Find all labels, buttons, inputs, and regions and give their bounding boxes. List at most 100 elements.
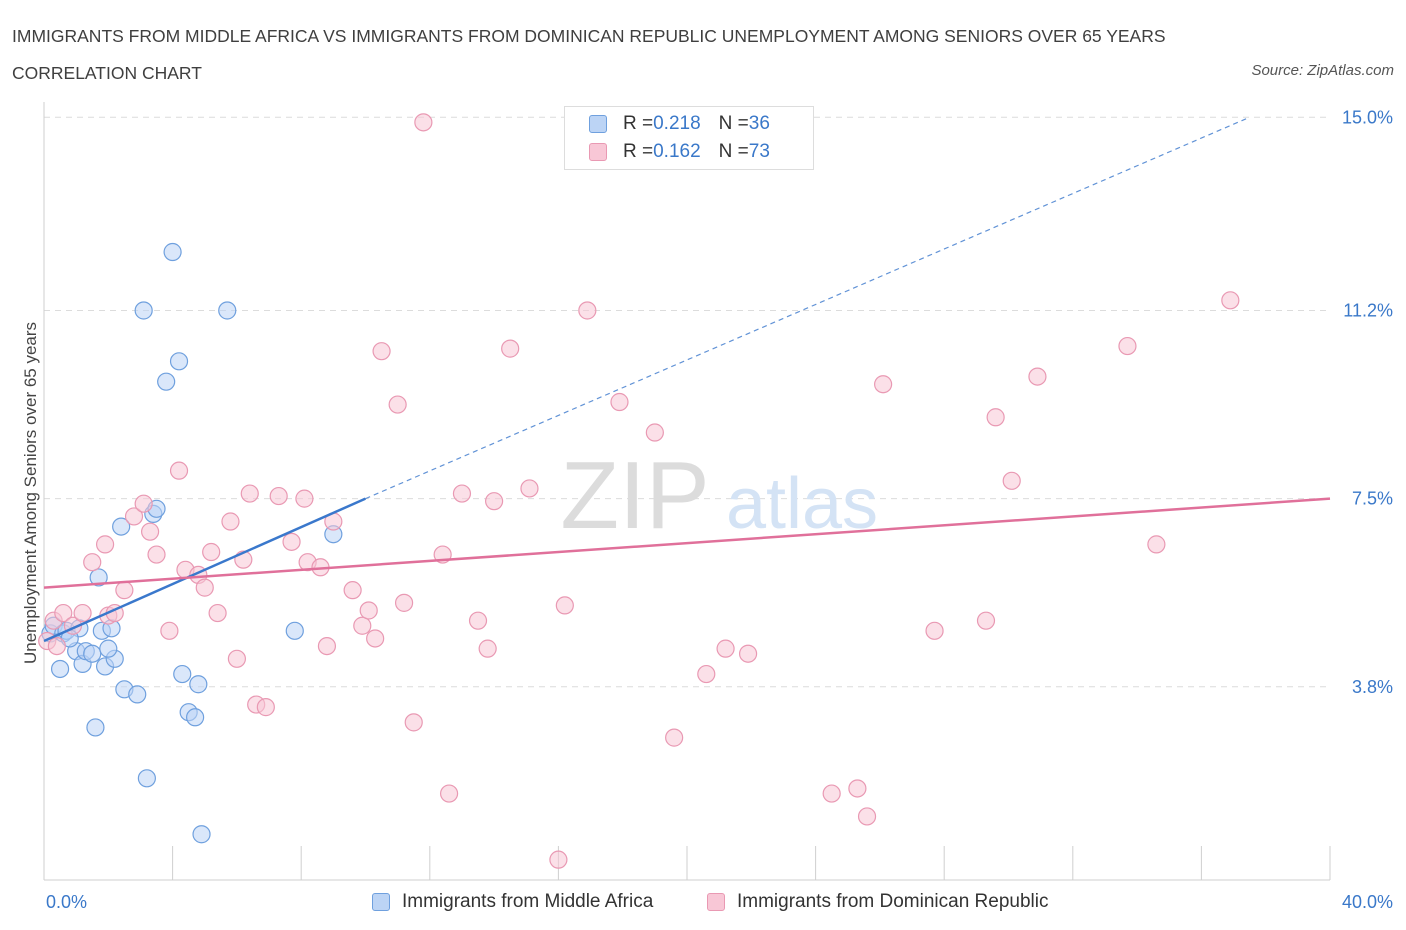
data-point — [240, 484, 259, 503]
data-point — [353, 616, 372, 635]
legend-n-value: 36 — [748, 113, 770, 134]
data-point — [124, 507, 144, 526]
data-point — [578, 301, 597, 320]
data-point — [95, 535, 115, 554]
legend-r-value: 0.162 — [653, 141, 701, 162]
data-point — [485, 492, 504, 511]
data-point — [157, 372, 176, 391]
data-point — [925, 621, 944, 640]
data-point — [1118, 336, 1137, 356]
y-tick-label: 11.2% — [1343, 300, 1393, 320]
data-point — [147, 545, 166, 564]
series-name-middle-africa: Immigrants from Middle Africa — [402, 891, 654, 912]
correlation-legend: R = 0.218 N = 36 R = 0.162 N = 73 — [564, 106, 814, 170]
data-point — [169, 352, 189, 371]
data-point — [520, 479, 539, 498]
data-point — [738, 644, 758, 663]
data-point — [697, 664, 716, 684]
series-name-dominican-republic: Immigrants from Dominican Republic — [737, 891, 1049, 912]
legend-r-label: R = — [623, 113, 654, 134]
x-tick-labels: 0.0% 40.0% — [46, 892, 1393, 912]
watermark-zip: ZIP — [560, 442, 709, 549]
legend-n-label: N = — [718, 113, 749, 134]
data-point — [452, 484, 472, 503]
data-point — [54, 603, 73, 623]
data-point — [414, 113, 433, 132]
data-point — [173, 664, 192, 684]
legend-n-value: 73 — [748, 141, 770, 162]
legend-r-label: R = — [623, 141, 654, 162]
data-point — [256, 698, 275, 717]
data-point — [1002, 471, 1021, 490]
x-tick-label: 40.0% — [1342, 892, 1393, 912]
data-point — [140, 522, 160, 541]
grid-lines — [44, 116, 1330, 688]
legend-r-value: 0.218 — [653, 113, 701, 134]
data-point — [163, 242, 182, 262]
data-point — [716, 639, 735, 658]
series-legend-dominican-republic: Immigrants from Dominican Republic — [707, 889, 1049, 915]
data-point — [976, 611, 996, 630]
trend-line-blue-extension — [365, 116, 1250, 500]
data-point — [192, 825, 211, 844]
data-point — [50, 659, 70, 679]
data-point — [366, 629, 385, 648]
trend-line-blue — [43, 497, 367, 643]
data-point — [221, 512, 240, 531]
data-point — [372, 342, 391, 361]
data-point — [986, 408, 1005, 427]
data-point — [343, 581, 362, 600]
data-point — [115, 581, 134, 600]
y-tick-label: 15.0% — [1342, 107, 1393, 127]
series-swatch-blue — [372, 893, 390, 911]
data-point — [160, 621, 179, 640]
y-tick-labels: 3.8% 7.5% 11.2% 15.0% — [1342, 107, 1393, 697]
data-point — [665, 728, 684, 747]
data-point — [282, 532, 301, 551]
data-point — [86, 718, 105, 737]
data-point — [359, 601, 378, 620]
data-point — [822, 784, 841, 803]
data-point — [317, 636, 337, 656]
data-point — [388, 395, 407, 414]
data-point — [848, 779, 867, 798]
data-point — [478, 639, 497, 658]
legend-row-dominican-republic: R = 0.162 N = 73 — [589, 140, 770, 164]
legend-swatch-blue — [589, 115, 607, 133]
data-point — [285, 621, 304, 640]
x-tick-label: 0.0% — [46, 892, 87, 912]
data-point — [208, 603, 227, 623]
data-point — [89, 568, 108, 587]
data-point — [83, 553, 102, 572]
data-point — [439, 784, 459, 803]
data-point — [99, 639, 118, 658]
data-point — [137, 769, 156, 788]
trend-line-pink — [43, 497, 1331, 589]
data-point — [501, 339, 520, 358]
data-point — [47, 636, 66, 656]
data-point — [1028, 367, 1047, 386]
data-point — [202, 542, 221, 562]
data-point — [134, 494, 153, 513]
trend-lines — [43, 116, 1331, 643]
data-point — [128, 685, 147, 704]
data-point — [195, 578, 214, 597]
data-point — [295, 489, 314, 508]
chart-title: IMMIGRANTS FROM MIDDLE AFRICA VS IMMIGRA… — [12, 26, 1166, 83]
legend-n-label: N = — [718, 141, 749, 162]
data-point — [186, 708, 205, 727]
data-point — [468, 611, 488, 630]
source-label: Source: ZipAtlas.com — [1251, 62, 1394, 79]
data-point — [1147, 535, 1166, 554]
series-dominican-republic-points — [38, 113, 1240, 869]
data-point — [549, 850, 568, 869]
data-point — [169, 461, 189, 480]
x-ticks — [43, 846, 1331, 880]
data-point — [555, 596, 574, 615]
series-legend-middle-africa: Immigrants from Middle Africa — [372, 889, 653, 915]
data-point — [218, 301, 237, 320]
data-point — [73, 603, 92, 623]
data-point — [227, 649, 246, 668]
legend-row-middle-africa: R = 0.218 N = 36 — [589, 112, 770, 136]
